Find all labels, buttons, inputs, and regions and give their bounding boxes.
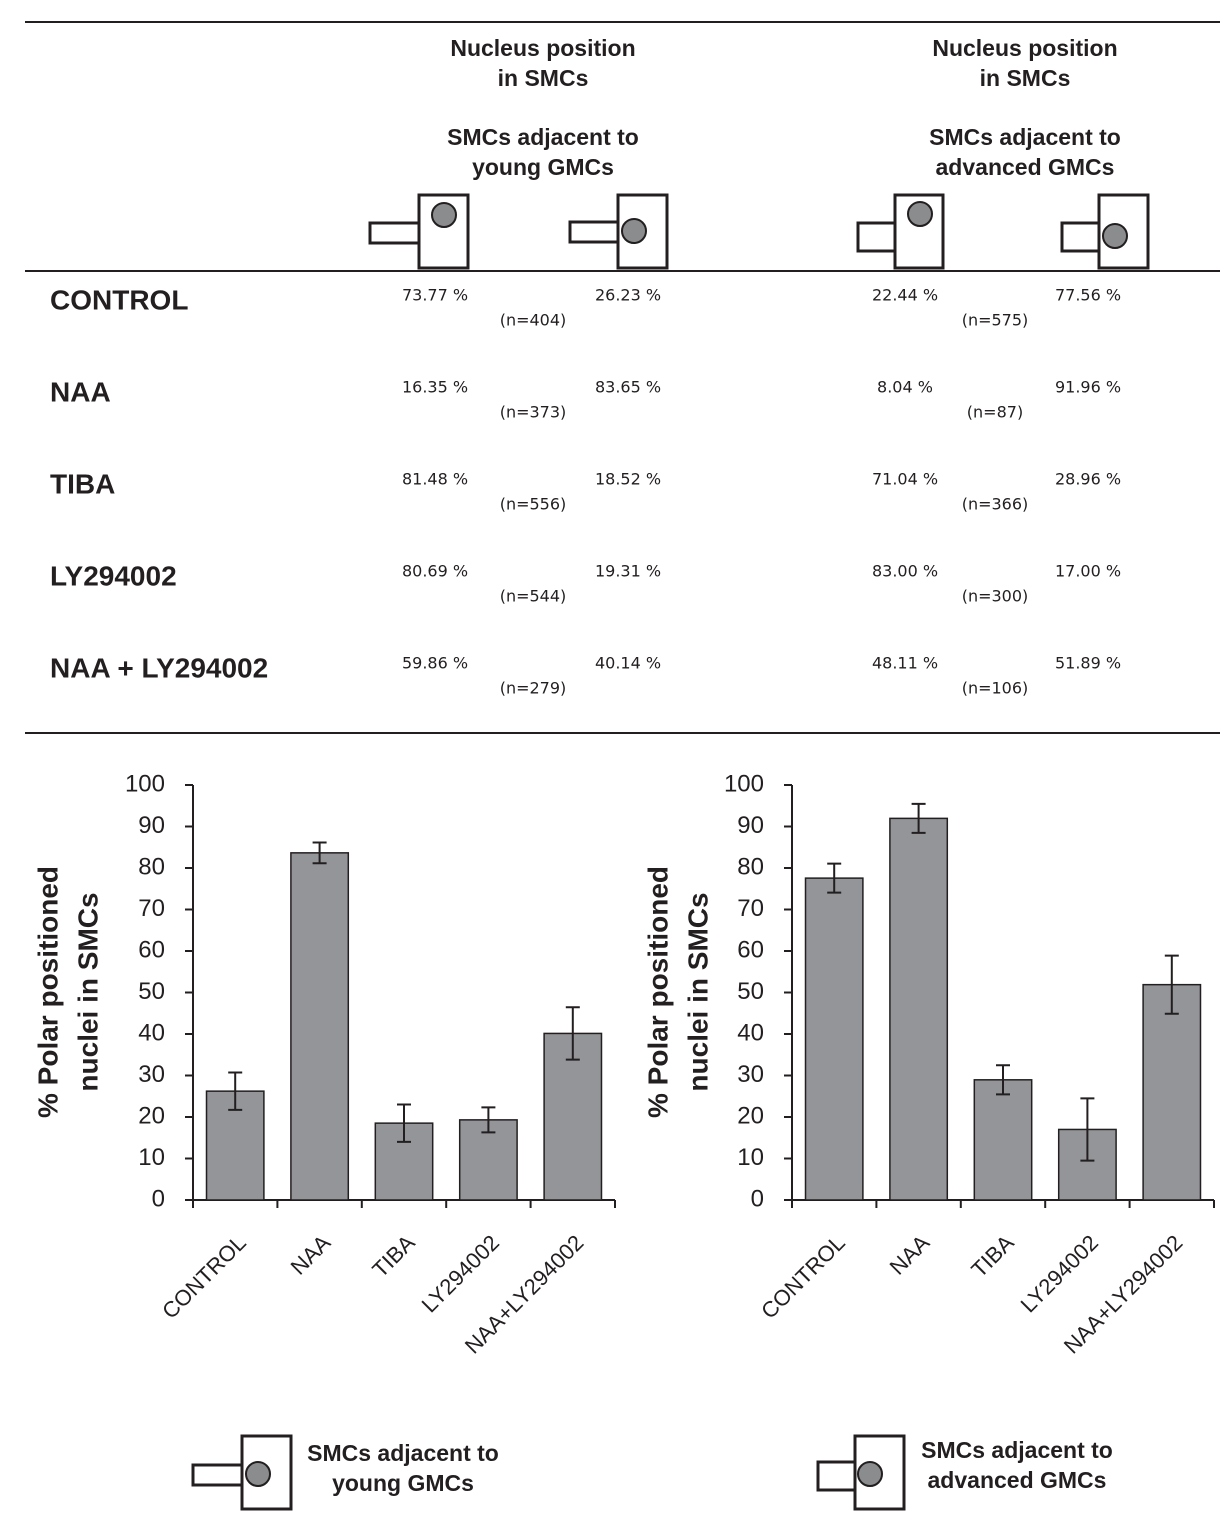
x-tick-label: NAA xyxy=(286,1230,336,1280)
y-tick-label: 80 xyxy=(138,853,165,880)
percent-b: 51.89 % xyxy=(1055,654,1121,673)
sample-size: (n=87) xyxy=(967,403,1023,422)
sample-size: (n=279) xyxy=(500,679,567,698)
column-subtitle: young GMCs xyxy=(472,154,614,180)
sample-size: (n=404) xyxy=(500,311,567,330)
sample-size: (n=106) xyxy=(962,679,1029,698)
y-tick-label: 100 xyxy=(125,770,165,797)
percent-b: 18.52 % xyxy=(595,470,661,489)
bar xyxy=(1143,985,1200,1200)
x-tick-label: TIBA xyxy=(966,1230,1018,1282)
row-label: LY294002 xyxy=(50,560,177,591)
sample-size: (n=373) xyxy=(500,403,567,422)
bar xyxy=(806,878,863,1200)
legend-label: SMCs adjacent to xyxy=(921,1437,1113,1463)
column-subtitle: advanced GMCs xyxy=(936,154,1115,180)
y-tick-label: 40 xyxy=(737,1019,764,1046)
y-tick-label: 20 xyxy=(138,1102,165,1129)
legend-label: advanced GMCs xyxy=(928,1467,1107,1493)
percent-b: 28.96 % xyxy=(1055,470,1121,489)
x-tick-label: TIBA xyxy=(367,1230,419,1282)
y-tick-label: 60 xyxy=(138,936,165,963)
y-axis-label: % Polar positioned xyxy=(642,866,673,1118)
bar xyxy=(974,1080,1031,1200)
x-tick-label: CONTROL xyxy=(756,1230,850,1324)
y-tick-label: 10 xyxy=(138,1144,165,1171)
row-label: NAA xyxy=(50,376,111,407)
percent-b: 83.65 % xyxy=(595,378,661,397)
legend-label: young GMCs xyxy=(332,1470,474,1496)
sample-size: (n=366) xyxy=(962,495,1029,514)
y-tick-label: 70 xyxy=(737,895,764,922)
row-label: NAA + LY294002 xyxy=(50,652,268,683)
legend-label: SMCs adjacent to xyxy=(307,1440,499,1466)
y-tick-label: 50 xyxy=(737,978,764,1005)
y-tick-label: 90 xyxy=(138,812,165,839)
y-tick-label: 80 xyxy=(737,853,764,880)
sample-size: (n=544) xyxy=(500,587,567,606)
y-axis-label: nuclei in SMCs xyxy=(72,892,103,1091)
percent-b: 19.31 % xyxy=(595,562,661,581)
y-tick-label: 100 xyxy=(724,770,764,797)
percent-a: 59.86 % xyxy=(402,654,468,673)
percent-b: 40.14 % xyxy=(595,654,661,673)
y-tick-label: 30 xyxy=(138,1061,165,1088)
percent-b: 26.23 % xyxy=(595,286,661,305)
x-tick-label: LY294002 xyxy=(417,1230,504,1317)
percent-b: 77.56 % xyxy=(1055,286,1121,305)
sample-size: (n=575) xyxy=(962,311,1029,330)
column-subtitle: SMCs adjacent to xyxy=(929,124,1121,150)
percent-b: 91.96 % xyxy=(1055,378,1121,397)
y-tick-label: 90 xyxy=(737,812,764,839)
y-tick-label: 10 xyxy=(737,1144,764,1171)
y-tick-label: 60 xyxy=(737,936,764,963)
cell-icon xyxy=(570,195,667,268)
percent-a: 83.00 % xyxy=(872,562,938,581)
percent-b: 17.00 % xyxy=(1055,562,1121,581)
row-label: CONTROL xyxy=(50,284,188,315)
percent-a: 22.44 % xyxy=(872,286,938,305)
percent-a: 48.11 % xyxy=(872,654,938,673)
x-tick-label: LY294002 xyxy=(1016,1230,1103,1317)
y-tick-label: 30 xyxy=(737,1061,764,1088)
cell-icon xyxy=(370,195,468,268)
percent-a: 71.04 % xyxy=(872,470,938,489)
y-axis-label: % Polar positioned xyxy=(32,866,63,1118)
y-tick-label: 0 xyxy=(751,1185,764,1212)
x-tick-label: NAA xyxy=(885,1230,935,1280)
column-title: in SMCs xyxy=(980,65,1071,91)
legend-icon xyxy=(193,1436,291,1509)
cell-icon xyxy=(858,195,943,268)
legend-icon xyxy=(818,1436,904,1509)
percent-a: 80.69 % xyxy=(402,562,468,581)
x-tick-label: CONTROL xyxy=(157,1230,251,1324)
y-tick-label: 0 xyxy=(152,1185,165,1212)
column-title: Nucleus position xyxy=(450,35,635,61)
figure: Nucleus position in SMCs SMCs adjacent to y… xyxy=(0,0,1225,1522)
bar xyxy=(890,818,947,1200)
column-title: in SMCs xyxy=(498,65,589,91)
y-tick-label: 50 xyxy=(138,978,165,1005)
y-tick-label: 40 xyxy=(138,1019,165,1046)
percent-a: 73.77 % xyxy=(402,286,468,305)
y-axis-label: nuclei in SMCs xyxy=(682,892,713,1091)
percent-a: 16.35 % xyxy=(402,378,468,397)
cell-icon xyxy=(1062,195,1148,268)
sample-size: (n=300) xyxy=(962,587,1029,606)
column-title: Nucleus position xyxy=(932,35,1117,61)
y-tick-label: 70 xyxy=(138,895,165,922)
bar xyxy=(291,853,348,1200)
sample-size: (n=556) xyxy=(500,495,567,514)
row-label: TIBA xyxy=(50,468,115,499)
y-tick-label: 20 xyxy=(737,1102,764,1129)
column-subtitle: SMCs adjacent to xyxy=(447,124,639,150)
percent-a: 81.48 % xyxy=(402,470,468,489)
percent-a: 8.04 % xyxy=(877,378,933,397)
